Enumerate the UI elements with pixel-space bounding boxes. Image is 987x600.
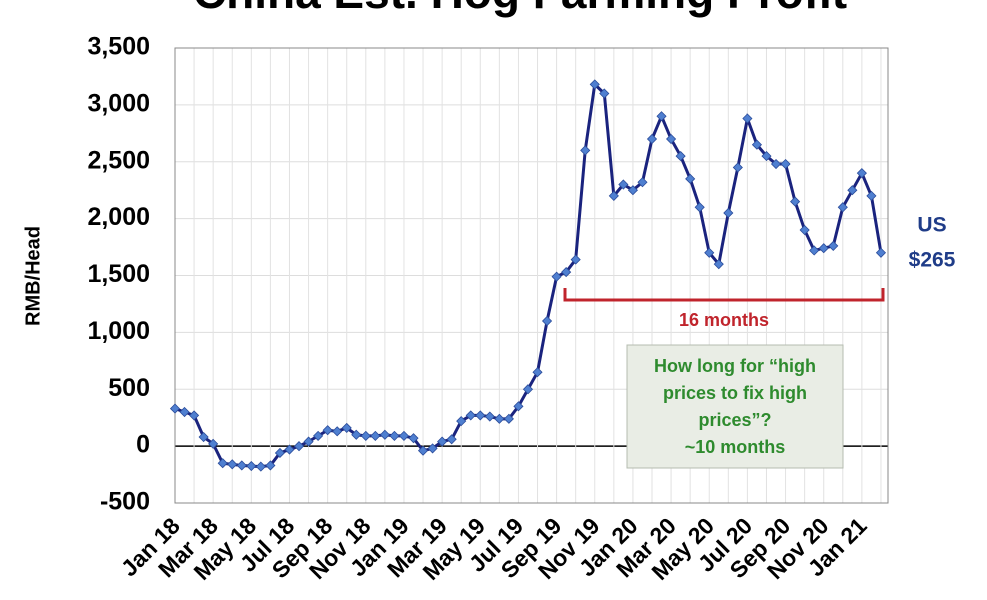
data-point	[637, 177, 648, 188]
callout-text: prices”?	[698, 410, 771, 430]
data-point	[208, 438, 219, 449]
data-point	[751, 139, 763, 150]
data-point	[742, 113, 753, 124]
data-point	[837, 202, 848, 213]
data-point	[732, 162, 743, 173]
y-tick-label: 0	[136, 431, 150, 459]
data-point	[427, 443, 438, 454]
data-point	[627, 185, 638, 196]
data-point	[456, 416, 467, 427]
data-point	[561, 267, 572, 278]
callout-text: How long for “high	[654, 356, 816, 376]
data-point	[284, 444, 295, 455]
data-point	[398, 430, 410, 441]
data-point	[494, 413, 505, 424]
data-point	[799, 224, 810, 236]
y-tick-label: 3,000	[87, 89, 150, 117]
data-point	[828, 240, 839, 251]
data-point	[570, 254, 581, 265]
y-tick-label: 500	[108, 374, 150, 402]
data-point	[217, 458, 228, 469]
data-point	[484, 411, 495, 422]
data-point	[856, 168, 867, 179]
data-point	[265, 460, 276, 471]
data-point	[685, 173, 696, 184]
y-tick-label: 3,500	[87, 33, 150, 61]
chart-title: China Est. Hog Farming Profit	[193, 0, 847, 18]
data-point	[417, 445, 429, 456]
y-tick-label: -500	[100, 488, 150, 516]
data-point	[360, 430, 371, 441]
callout-text: ~10 months	[685, 437, 786, 457]
y-tick-label: 2,500	[87, 146, 150, 174]
y-tick-label: 2,000	[87, 203, 150, 231]
data-point	[522, 384, 534, 395]
data-point	[465, 410, 476, 421]
data-point	[866, 190, 877, 201]
data-point	[341, 422, 352, 433]
data-point	[780, 158, 791, 170]
data-point	[770, 158, 782, 170]
data-point	[589, 79, 600, 90]
data-point	[666, 133, 677, 145]
data-point	[313, 430, 324, 441]
data-point	[322, 425, 333, 436]
data-point	[189, 410, 200, 421]
data-point	[551, 271, 562, 282]
callout-text: prices to fix high	[663, 383, 807, 403]
data-point	[541, 315, 553, 327]
data-point	[646, 133, 658, 145]
data-point	[809, 245, 820, 256]
end-label: US	[917, 214, 946, 237]
data-point	[694, 202, 705, 213]
data-point	[608, 190, 619, 201]
data-point	[408, 433, 419, 444]
data-point	[656, 111, 667, 122]
data-point	[513, 401, 524, 412]
data-point	[293, 441, 305, 452]
data-point	[532, 367, 543, 378]
data-point	[599, 88, 610, 99]
data-point	[704, 247, 715, 258]
data-point	[847, 185, 858, 196]
data-point	[379, 429, 390, 440]
data-point	[580, 145, 591, 156]
plot-frame	[174, 47, 889, 504]
data-point	[723, 207, 734, 219]
data-point	[713, 259, 724, 270]
data-point	[236, 460, 247, 471]
data-point	[179, 406, 190, 418]
data-point	[274, 447, 286, 459]
y-axis-label: RMB/Head	[22, 226, 44, 326]
data-point	[227, 459, 238, 470]
data-point	[475, 410, 486, 421]
data-point	[618, 179, 629, 190]
data-point	[246, 460, 257, 472]
data-point	[437, 436, 448, 447]
data-point	[351, 429, 362, 440]
data-point	[761, 150, 772, 162]
bracket-label: 16 months	[679, 310, 769, 330]
data-point	[303, 436, 314, 447]
callout-box	[626, 344, 844, 469]
data-point	[389, 430, 400, 441]
data-point	[790, 196, 801, 207]
data-point	[370, 430, 381, 441]
y-tick-label: 1,000	[87, 317, 150, 345]
data-point	[503, 413, 514, 424]
bracket	[563, 288, 885, 302]
y-tick-label: 1,500	[87, 260, 150, 288]
data-point	[169, 403, 181, 414]
data-point	[255, 461, 266, 472]
data-point	[198, 431, 209, 443]
data-point	[818, 243, 829, 254]
data-point	[332, 426, 343, 437]
data-point	[675, 150, 686, 162]
data-point	[875, 247, 887, 258]
data-point	[446, 434, 457, 445]
end-label: $265	[909, 249, 956, 272]
